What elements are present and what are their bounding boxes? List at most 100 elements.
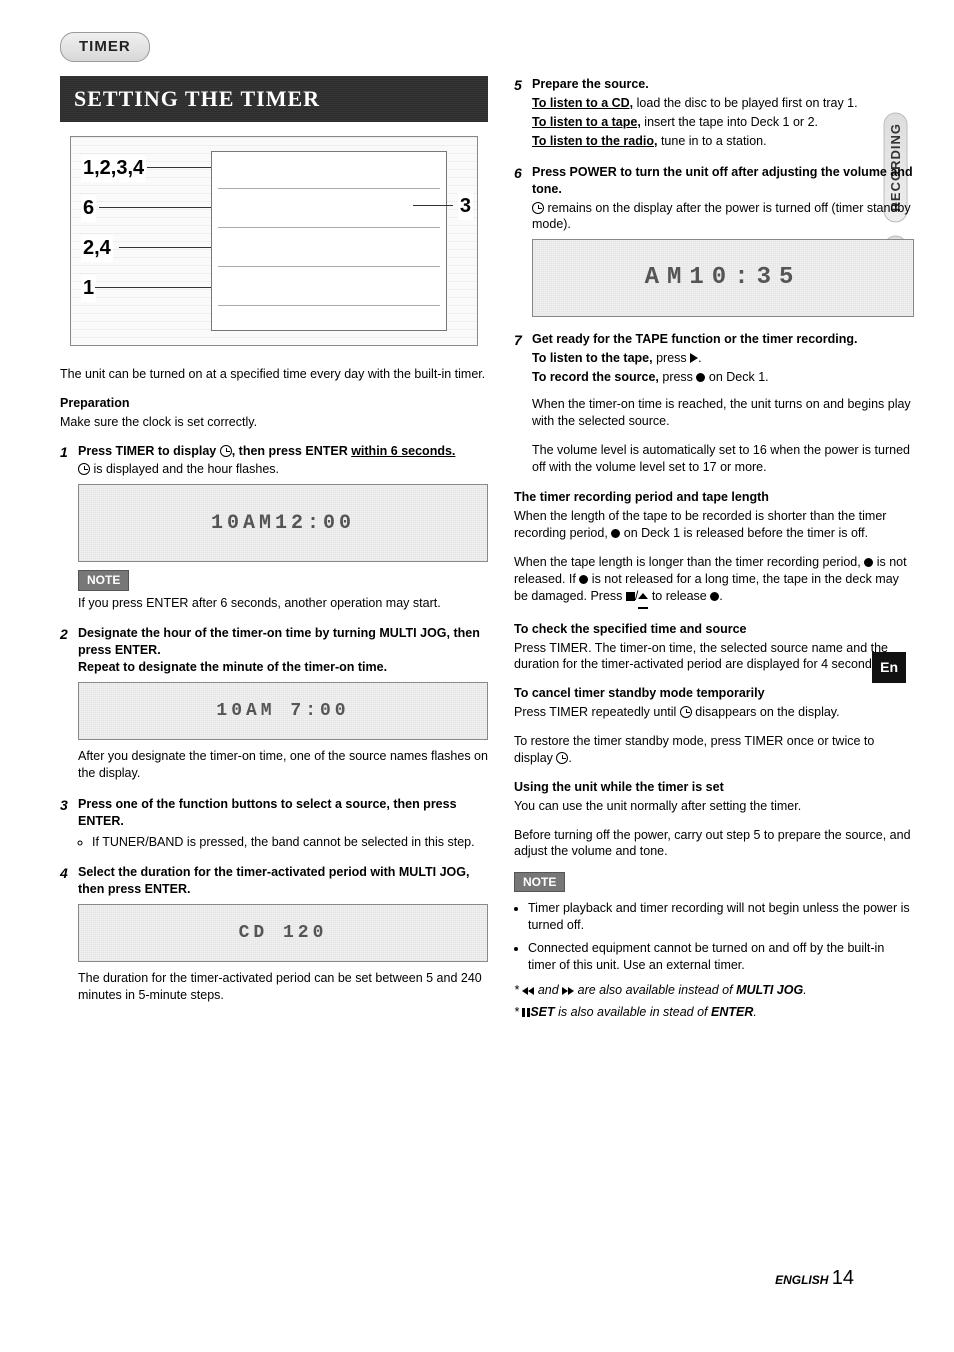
step5-title: Prepare the source. — [532, 76, 914, 93]
s7-l2c: on Deck 1. — [705, 370, 768, 384]
step3-bullet: If TUNER/BAND is pressed, the band canno… — [92, 834, 488, 851]
step2-after: After you designate the timer-on time, o… — [78, 748, 488, 782]
play-icon — [690, 353, 698, 363]
footer-lang: ENGLISH — [775, 1273, 828, 1287]
record-icon — [611, 529, 620, 538]
s7-l2b: press — [659, 370, 697, 384]
s7-l1b: press — [653, 351, 691, 365]
sec-a-p2d: to release — [648, 589, 710, 603]
step4-title: Select the duration for the timer-activa… — [78, 864, 488, 898]
record-icon — [579, 575, 588, 584]
sec-c-h: To cancel timer standby mode temporarily — [514, 685, 914, 702]
s7-l2a: To record the source, — [532, 370, 659, 384]
eject-icon — [638, 589, 648, 609]
lcd-display-6: AM10:35 — [532, 239, 914, 317]
step1-title-b: , then press ENTER — [232, 444, 351, 458]
step-5: Prepare the source. To listen to a CD, l… — [514, 76, 914, 150]
sec-c-p1a: Press TIMER repeatedly until — [514, 705, 680, 719]
s5-l2b: insert the tape into Deck 1 or 2. — [641, 115, 818, 129]
steps-list-right: Prepare the source. To listen to a CD, l… — [514, 76, 914, 475]
diagram-label-e: 3 — [458, 193, 473, 220]
step1-title-a: Press TIMER to display — [78, 444, 220, 458]
sec-b-h: To check the specified time and source — [514, 621, 914, 638]
clock-icon — [532, 202, 544, 214]
page-footer: ENGLISH 14 — [775, 1265, 854, 1292]
fast-forward-icon — [562, 983, 574, 1000]
diagram-label-c: 2,4 — [81, 235, 113, 262]
step1-after: is displayed and the hour flashes. — [90, 462, 279, 476]
note2-b1: Timer playback and timer recording will … — [528, 900, 914, 934]
s5-l3a: To listen to the radio, — [532, 134, 657, 148]
preparation-label: Preparation — [60, 395, 488, 412]
s5-l1a: To listen to a CD, — [532, 96, 633, 110]
footnote-1: * and are also available instead of MULT… — [514, 982, 914, 1000]
sec-c-p2: To restore the timer standby mode, press… — [514, 733, 914, 767]
lcd-display-4: CD 120 — [78, 904, 488, 962]
step-2: Designate the hour of the timer-on time … — [60, 625, 488, 781]
footer-page: 14 — [832, 1267, 854, 1289]
note-tag-2: NOTE — [514, 872, 565, 892]
intro-text: The unit can be turned on at a specified… — [60, 366, 488, 383]
step6-after: remains on the display after the power i… — [532, 201, 911, 232]
sec-d-h: Using the unit while the timer is set — [514, 779, 914, 796]
s5-l3b: tune in to a station. — [657, 134, 766, 148]
sec-a-p2e: . — [719, 589, 722, 603]
lcd-display-1: 10AM12:00 — [78, 484, 488, 562]
step7-p1: When the timer-on time is reached, the u… — [532, 396, 914, 430]
note-tag: NOTE — [78, 570, 129, 590]
step2-title: Designate the hour of the timer-on time … — [78, 625, 488, 659]
sec-c-p1: Press TIMER repeatedly until disappears … — [514, 704, 914, 721]
note2-list: Timer playback and timer recording will … — [514, 900, 914, 974]
language-badge: En — [872, 652, 906, 683]
step-6: Press POWER to turn the unit off after a… — [514, 164, 914, 318]
s5-l1b: load the disc to be played first on tray… — [633, 96, 857, 110]
note1-text: If you press ENTER after 6 seconds, anot… — [78, 595, 488, 612]
step2-title2: Repeat to designate the minute of the ti… — [78, 659, 488, 676]
record-icon — [710, 592, 719, 601]
sec-d-p2: Before turning off the power, carry out … — [514, 827, 914, 861]
clock-icon — [220, 445, 232, 457]
step6-title: Press POWER to turn the unit off after a… — [532, 164, 914, 198]
diagram-label-a: 1,2,3,4 — [81, 155, 146, 182]
clock-icon — [680, 706, 692, 718]
sec-a-p1b: on Deck 1 is released before the timer i… — [620, 526, 868, 540]
rewind-icon — [522, 983, 534, 1000]
lcd-display-2: 10AM 7:00 — [78, 682, 488, 740]
f1d: . — [803, 983, 806, 997]
diagram-label-d: 1 — [81, 275, 96, 302]
step-3: Press one of the function buttons to sel… — [60, 796, 488, 851]
step3-title: Press one of the function buttons to sel… — [78, 796, 488, 830]
f2a: SET — [530, 1005, 554, 1019]
record-icon — [864, 558, 873, 567]
section-tab: TIMER — [60, 32, 150, 62]
f1c: MULTI JOG — [736, 983, 803, 997]
s7-l1a: To listen to the tape, — [532, 351, 653, 365]
preparation-text: Make sure the clock is set correctly. — [60, 414, 488, 431]
stop-icon — [626, 592, 635, 601]
f1a: and — [534, 983, 562, 997]
f2c: ENTER — [711, 1005, 753, 1019]
step-7: Get ready for the TAPE function or the t… — [514, 331, 914, 475]
device-diagram: 1,2,3,4 6 2,4 1 3 — [70, 136, 478, 346]
page-heading: SETTING THE TIMER — [60, 76, 488, 122]
f2b: is also available in stead of — [555, 1005, 711, 1019]
step1-title-c: within 6 seconds. — [351, 444, 455, 458]
diagram-label-b: 6 — [81, 195, 96, 222]
f2d: . — [753, 1005, 756, 1019]
s5-l2a: To listen to a tape, — [532, 115, 641, 129]
step4-after: The duration for the timer-activated per… — [78, 970, 488, 1004]
step3-bullet-text: If TUNER/BAND is pressed, the band canno… — [92, 835, 475, 849]
s7-l1c: . — [698, 351, 701, 365]
sec-a-h: The timer recording period and tape leng… — [514, 489, 914, 506]
step7-p2: The volume level is automatically set to… — [532, 442, 914, 476]
clock-icon — [556, 752, 568, 764]
sec-b-p: Press TIMER. The timer-on time, the sele… — [514, 640, 914, 674]
clock-icon — [78, 463, 90, 475]
f1b: are also available instead of — [574, 983, 736, 997]
step-4: Select the duration for the timer-activa… — [60, 864, 488, 1004]
steps-list: Press TIMER to display , then press ENTE… — [60, 443, 488, 1004]
sec-c-p1b: disappears on the display. — [692, 705, 840, 719]
step-1: Press TIMER to display , then press ENTE… — [60, 443, 488, 612]
sec-c-p2b: . — [568, 751, 571, 765]
sec-d-p1: You can use the unit normally after sett… — [514, 798, 914, 815]
